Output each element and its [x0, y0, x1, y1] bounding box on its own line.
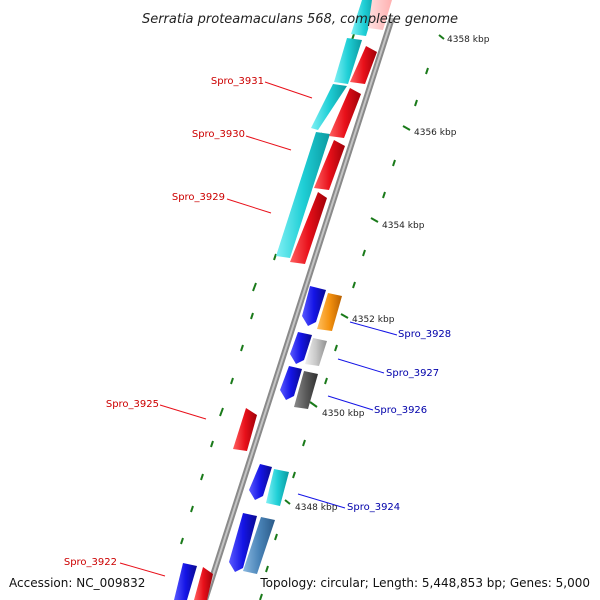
page-title: Serratia proteamaculans 568, complete ge…	[142, 12, 458, 27]
gene-label-spro-3926[interactable]: Spro_3926	[374, 405, 427, 416]
gene-label-spro-3928[interactable]: Spro_3928	[398, 329, 451, 340]
gene-label-spro-3931[interactable]: Spro_3931	[211, 76, 264, 87]
gene-cyan-3924	[266, 469, 289, 506]
tick-label-4350: 4350 kbp	[322, 409, 365, 419]
gene-cyan-top	[334, 38, 362, 84]
gene-red-3930	[329, 88, 361, 138]
genome-backbone-highlight	[204, 17, 393, 600]
gene-blue-3928	[302, 286, 326, 326]
gene-red-3928	[290, 192, 327, 264]
gene-blue-3922	[174, 563, 197, 600]
gene-label-spro-3924[interactable]: Spro_3924	[347, 502, 400, 513]
gene-label-spro-3925[interactable]: Spro_3925	[106, 399, 159, 410]
label-connectors-right	[297, 321, 398, 509]
gene-orange-3928	[317, 293, 342, 331]
gene-cyan-3931	[311, 84, 347, 130]
label-connectors-left	[119, 81, 313, 577]
gene-blue-3926	[280, 366, 302, 400]
gene-blue-3923	[229, 513, 257, 572]
gene-red-3925	[233, 408, 257, 451]
gene-red-3929	[314, 140, 345, 190]
gene-cyan-3930	[276, 132, 330, 258]
gene-label-spro-3929[interactable]: Spro_3929	[172, 192, 225, 203]
gene-blue-3927	[290, 332, 312, 364]
gene-label-spro-3922[interactable]: Spro_3922	[64, 557, 117, 568]
gene-lightgray-3927	[305, 338, 327, 366]
gene-cyan-top-edge	[351, 0, 377, 36]
outer-scale-ring	[259, 34, 445, 600]
topology-label: Topology: circular; Length: 5,448,853 bp…	[259, 576, 590, 590]
gene-label-spro-3927[interactable]: Spro_3927	[386, 368, 439, 379]
tick-label-4354: 4354 kbp	[382, 221, 425, 231]
gene-blue-3924	[249, 464, 272, 500]
gene-label-spro-3930[interactable]: Spro_3930	[192, 129, 245, 140]
tick-label-4358: 4358 kbp	[447, 35, 490, 45]
middle-gene-cluster	[174, 286, 342, 600]
gene-red-3922	[194, 567, 213, 600]
red-gene-track-upper	[290, 0, 392, 264]
tick-label-4348: 4348 kbp	[295, 503, 338, 513]
tick-label-4356: 4356 kbp	[414, 128, 457, 138]
tick-label-4352: 4352 kbp	[352, 315, 395, 325]
gene-darkgray-3926	[294, 371, 318, 409]
gene-pink-top	[368, 0, 392, 30]
accession-label: Accession: NC_009832	[9, 576, 145, 590]
gene-red-3931	[350, 46, 377, 84]
gene-steel-3923	[243, 517, 275, 574]
cyan-gene-track-upper	[276, 0, 377, 258]
